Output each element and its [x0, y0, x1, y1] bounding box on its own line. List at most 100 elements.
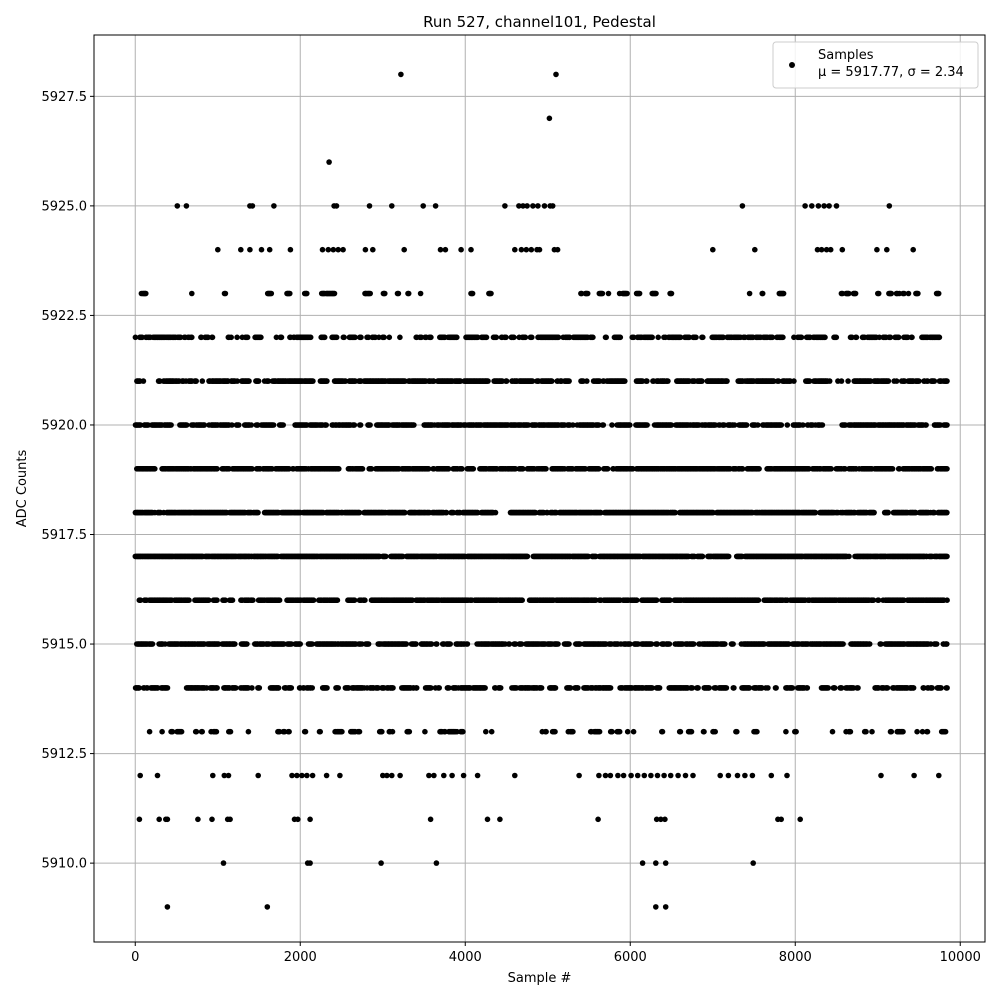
data-point: [245, 728, 252, 735]
data-point: [232, 641, 238, 647]
data-point: [712, 728, 718, 735]
data-point: [552, 728, 558, 735]
data-point: [186, 597, 192, 603]
data-point: [793, 728, 799, 735]
data-point: [255, 509, 261, 516]
data-point: [677, 728, 684, 735]
data-point: [722, 641, 728, 647]
data-point: [436, 685, 443, 691]
data-point: [310, 597, 317, 603]
data-point: [900, 728, 906, 735]
data-points: [132, 71, 950, 910]
data-point: [689, 685, 696, 691]
data-point: [137, 597, 144, 603]
data-point: [759, 685, 765, 691]
data-point: [286, 728, 292, 735]
data-point: [199, 728, 205, 735]
data-point: [336, 466, 342, 472]
data-point: [524, 553, 531, 560]
data-point: [164, 685, 171, 691]
data-point: [919, 728, 926, 735]
data-point: [924, 728, 931, 735]
data-point: [706, 685, 712, 691]
data-point: [227, 728, 234, 735]
data-point: [567, 685, 574, 691]
data-point: [324, 685, 330, 691]
data-point: [518, 641, 525, 647]
data-point: [488, 728, 495, 735]
data-point: [152, 466, 158, 472]
data-point: [566, 641, 572, 647]
data-point: [136, 685, 142, 691]
data-point: [214, 466, 220, 472]
data-point: [229, 597, 236, 603]
data-point: [825, 685, 831, 691]
data-point: [866, 641, 873, 647]
data-point: [214, 597, 220, 603]
data-point: [383, 553, 389, 560]
data-point: [690, 641, 697, 647]
data-point: [335, 685, 342, 691]
data-point: [616, 728, 623, 735]
data-point: [406, 728, 413, 735]
data-point: [653, 597, 660, 603]
data-point: [302, 728, 309, 735]
data-point: [634, 597, 640, 603]
data-point: [390, 685, 396, 691]
data-point: [929, 685, 935, 691]
data-point: [756, 466, 762, 472]
data-point: [470, 466, 477, 472]
data-point: [871, 509, 877, 516]
data-point: [630, 728, 637, 735]
data-point: [734, 728, 740, 735]
data-point: [596, 466, 602, 472]
data-point: [317, 728, 324, 735]
data-point: [169, 728, 176, 735]
data-point: [206, 597, 212, 603]
data-point: [309, 685, 316, 691]
data-point: [447, 641, 454, 647]
data-point: [944, 685, 950, 691]
data-point: [884, 685, 891, 691]
data-point: [789, 685, 796, 691]
data-point: [497, 685, 504, 691]
data-point: [434, 641, 440, 647]
data-point: [596, 728, 603, 735]
data-point: [666, 641, 673, 647]
data-point: [146, 728, 153, 735]
data-point: [359, 466, 366, 472]
data-point: [755, 597, 762, 603]
data-point: [840, 641, 846, 647]
data-point: [543, 466, 549, 472]
data-point: [607, 685, 614, 691]
data-point: [149, 641, 156, 647]
data-point: [460, 728, 466, 735]
data-point: [942, 728, 949, 735]
data-point: [730, 641, 736, 647]
data-point: [699, 553, 706, 560]
data-point: [288, 685, 295, 691]
data-point: [746, 685, 753, 691]
data-point: [783, 728, 789, 735]
data-point: [249, 685, 255, 691]
data-point: [577, 641, 583, 647]
data-point: [773, 685, 779, 691]
data-point: [379, 728, 385, 735]
data-point: [838, 685, 845, 691]
grid-layer: [94, 35, 985, 942]
data-point: [695, 685, 701, 691]
data-point: [552, 685, 559, 691]
data-point: [831, 685, 838, 691]
data-point: [276, 597, 283, 603]
data-point: [233, 685, 239, 691]
data-point: [459, 466, 465, 472]
data-point: [869, 728, 875, 735]
data-point: [413, 641, 419, 647]
data-point: [888, 728, 895, 735]
data-point: [213, 728, 220, 735]
data-point: [944, 641, 950, 647]
data-point: [731, 685, 737, 691]
data-point: [334, 597, 341, 603]
data-point: [214, 685, 220, 691]
